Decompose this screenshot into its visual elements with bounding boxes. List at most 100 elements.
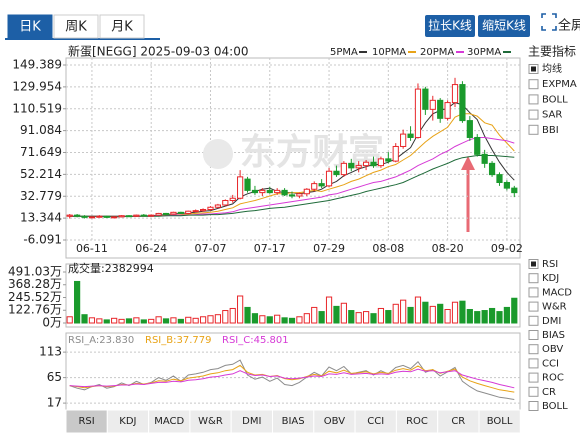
bottom-tab-label[interactable]: BIAS <box>282 416 305 427</box>
arrow-annotation <box>461 156 475 232</box>
x-tick-label: 06-24 <box>135 242 167 255</box>
volume-bar <box>459 300 466 324</box>
volume-bar <box>407 306 414 324</box>
checkbox-check[interactable] <box>531 261 536 267</box>
candle-body <box>259 189 266 194</box>
checkbox[interactable] <box>528 401 539 411</box>
toolbar-button[interactable] <box>425 15 475 37</box>
checkbox[interactable] <box>528 273 539 284</box>
volume-bar <box>362 311 370 324</box>
main-indicator-label[interactable]: SAR <box>542 110 562 121</box>
volume-bar <box>125 318 133 324</box>
checkbox-check[interactable] <box>531 66 536 72</box>
period-tab[interactable] <box>53 14 99 39</box>
bottom-tab[interactable] <box>478 409 521 433</box>
candle-body <box>288 194 296 197</box>
period-tab-label[interactable]: 日K <box>19 20 41 35</box>
bottom-tab-label[interactable]: CCI <box>367 416 384 427</box>
candle-body <box>103 215 110 218</box>
sub-indicator-label[interactable]: BOLL <box>542 401 568 412</box>
volume-bar <box>422 301 429 324</box>
checkbox[interactable] <box>528 330 539 340</box>
candle-body <box>451 84 459 104</box>
checkbox[interactable] <box>528 358 539 369</box>
checkbox[interactable] <box>528 315 539 326</box>
bottom-tab-label[interactable]: KDJ <box>119 416 136 427</box>
main-indicator-label[interactable]: BBI <box>542 125 559 136</box>
volume-bar <box>414 296 422 324</box>
volume-bar <box>437 303 444 324</box>
sub-indicator-label[interactable]: ROC <box>542 373 564 384</box>
period-tab-label[interactable]: 周K <box>65 20 87 35</box>
checkbox[interactable] <box>528 372 539 383</box>
checkbox[interactable] <box>528 124 539 135</box>
period-tab-label[interactable]: 月K <box>111 20 133 35</box>
checkbox[interactable] <box>528 109 539 120</box>
candle-body <box>274 189 281 194</box>
toolbar-button-label[interactable]: 缩短K线 <box>482 18 526 33</box>
bottom-tab-label[interactable]: BOLL <box>487 416 513 427</box>
volume-bar <box>229 307 236 324</box>
checkbox[interactable] <box>528 287 539 298</box>
fullscreen-icon <box>541 13 557 31</box>
main-indicator-label[interactable]: EXPMA <box>542 79 577 90</box>
candle-body <box>385 158 392 162</box>
volume-bar <box>244 306 251 324</box>
period-tab[interactable] <box>99 14 145 39</box>
sub-indicator-label[interactable]: OBV <box>542 344 563 355</box>
main-indicator-label[interactable]: BOLL <box>542 94 568 105</box>
volume-bar <box>170 317 177 324</box>
checkbox[interactable] <box>528 94 539 105</box>
candle-body <box>333 170 340 176</box>
candle-body <box>422 88 429 110</box>
sub-indicator-label[interactable]: KDJ <box>542 273 559 284</box>
bottom-tab-label[interactable]: DMI <box>242 416 261 427</box>
watermark: 东方财富 <box>240 131 384 173</box>
volume-bar <box>66 316 73 324</box>
candle-body <box>392 145 399 162</box>
sub-indicator-label[interactable]: W&R <box>542 302 567 313</box>
y-tick-label: 71.649 <box>20 145 62 159</box>
toolbar-button-label[interactable]: 拉长K线 <box>428 18 472 33</box>
candle-body <box>177 211 184 214</box>
checkbox[interactable] <box>528 344 539 355</box>
bottom-tab-label[interactable]: ROC <box>406 416 428 427</box>
checkbox[interactable] <box>528 386 539 397</box>
bottom-tab-label[interactable]: RSI <box>78 416 94 427</box>
candle-body <box>377 158 385 167</box>
checkbox[interactable] <box>528 79 539 90</box>
sub-indicator-label[interactable]: DMI <box>542 316 561 327</box>
legend-label: RSI_A:23.830 <box>68 335 134 346</box>
bottom-tab-label[interactable]: MACD <box>154 416 184 427</box>
y-tick-label: 65 <box>47 370 62 384</box>
volume-bar <box>340 302 347 324</box>
y-tick-label: 0万 <box>42 316 62 330</box>
volume-bar <box>266 316 273 324</box>
volume-bar <box>274 314 281 324</box>
sub-indicator-label[interactable]: CCI <box>542 358 559 369</box>
sub-indicator-label[interactable]: BIAS <box>542 330 565 341</box>
volume-bar <box>474 311 481 324</box>
candle-body <box>488 162 496 176</box>
candle-body <box>429 99 436 110</box>
checkbox[interactable] <box>528 301 539 312</box>
candle-body <box>222 200 229 206</box>
toolbar-button[interactable] <box>478 15 530 37</box>
sub-indicator-label[interactable]: RSI <box>542 259 558 270</box>
volume-bar <box>192 317 199 324</box>
main-indicator-label[interactable]: 均线 <box>542 62 562 75</box>
bottom-tab-label[interactable]: W&R <box>198 416 223 427</box>
period-tab[interactable] <box>7 14 53 39</box>
volume-bar <box>488 307 496 324</box>
sub-indicator-label[interactable]: MACD <box>542 287 572 298</box>
sub-indicator-label[interactable]: CR <box>542 387 556 398</box>
bottom-tab-label[interactable]: OBV <box>324 416 345 427</box>
chart-title: 新蛋[NEGG] 2025-09-03 04:00 <box>68 44 248 59</box>
legend-label: 20PMA <box>420 47 454 58</box>
volume-bar <box>207 315 214 324</box>
volume-bar <box>444 308 451 324</box>
fullscreen-label[interactable]: 全屏 <box>558 18 580 34</box>
volume-bar <box>214 314 222 324</box>
y-tick-label: 52.214 <box>20 167 62 181</box>
bottom-tab-label[interactable]: CR <box>451 416 465 427</box>
